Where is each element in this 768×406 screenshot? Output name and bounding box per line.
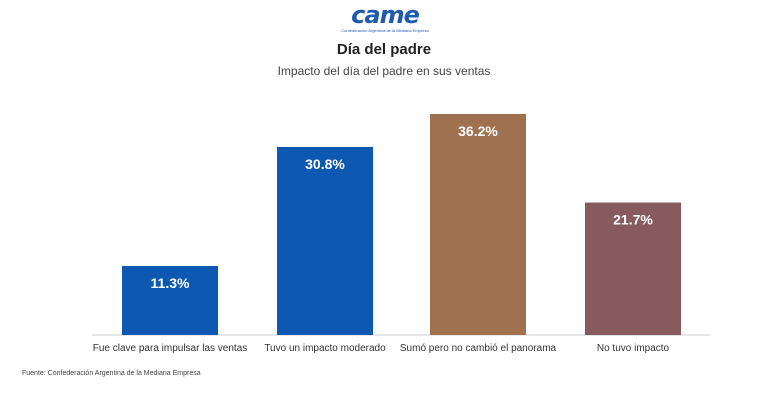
data-label-2: 30.8% (305, 156, 345, 172)
bar-1 (122, 266, 218, 335)
data-label-1: 11.3% (151, 275, 190, 291)
chart-title: Día del padre (336, 41, 432, 58)
bar-3 (430, 114, 526, 335)
category-label-4: No tuvo impacto (597, 343, 670, 354)
bar-4 (585, 202, 681, 335)
logo-wordmark: came (351, 1, 420, 29)
data-label-4: 21.7% (613, 212, 653, 228)
category-label-1: Fue clave para impulsar las ventas (93, 343, 248, 354)
came-logo: came Confederación Argentina de la Media… (330, 2, 440, 40)
logo-tagline: Confederación Argentina de la Mediana Em… (341, 28, 429, 33)
category-label-3: Sumó pero no cambió el panorama (400, 343, 557, 354)
chart-subtitle: Impacto del día del padre en sus ventas (277, 64, 491, 78)
source-note: Fuente: Confederación Argentina de la Me… (22, 370, 201, 377)
bar-2 (277, 146, 373, 335)
data-label-3: 36.2% (458, 123, 498, 139)
category-label-2: Tuvo un impacto moderado (264, 343, 386, 354)
